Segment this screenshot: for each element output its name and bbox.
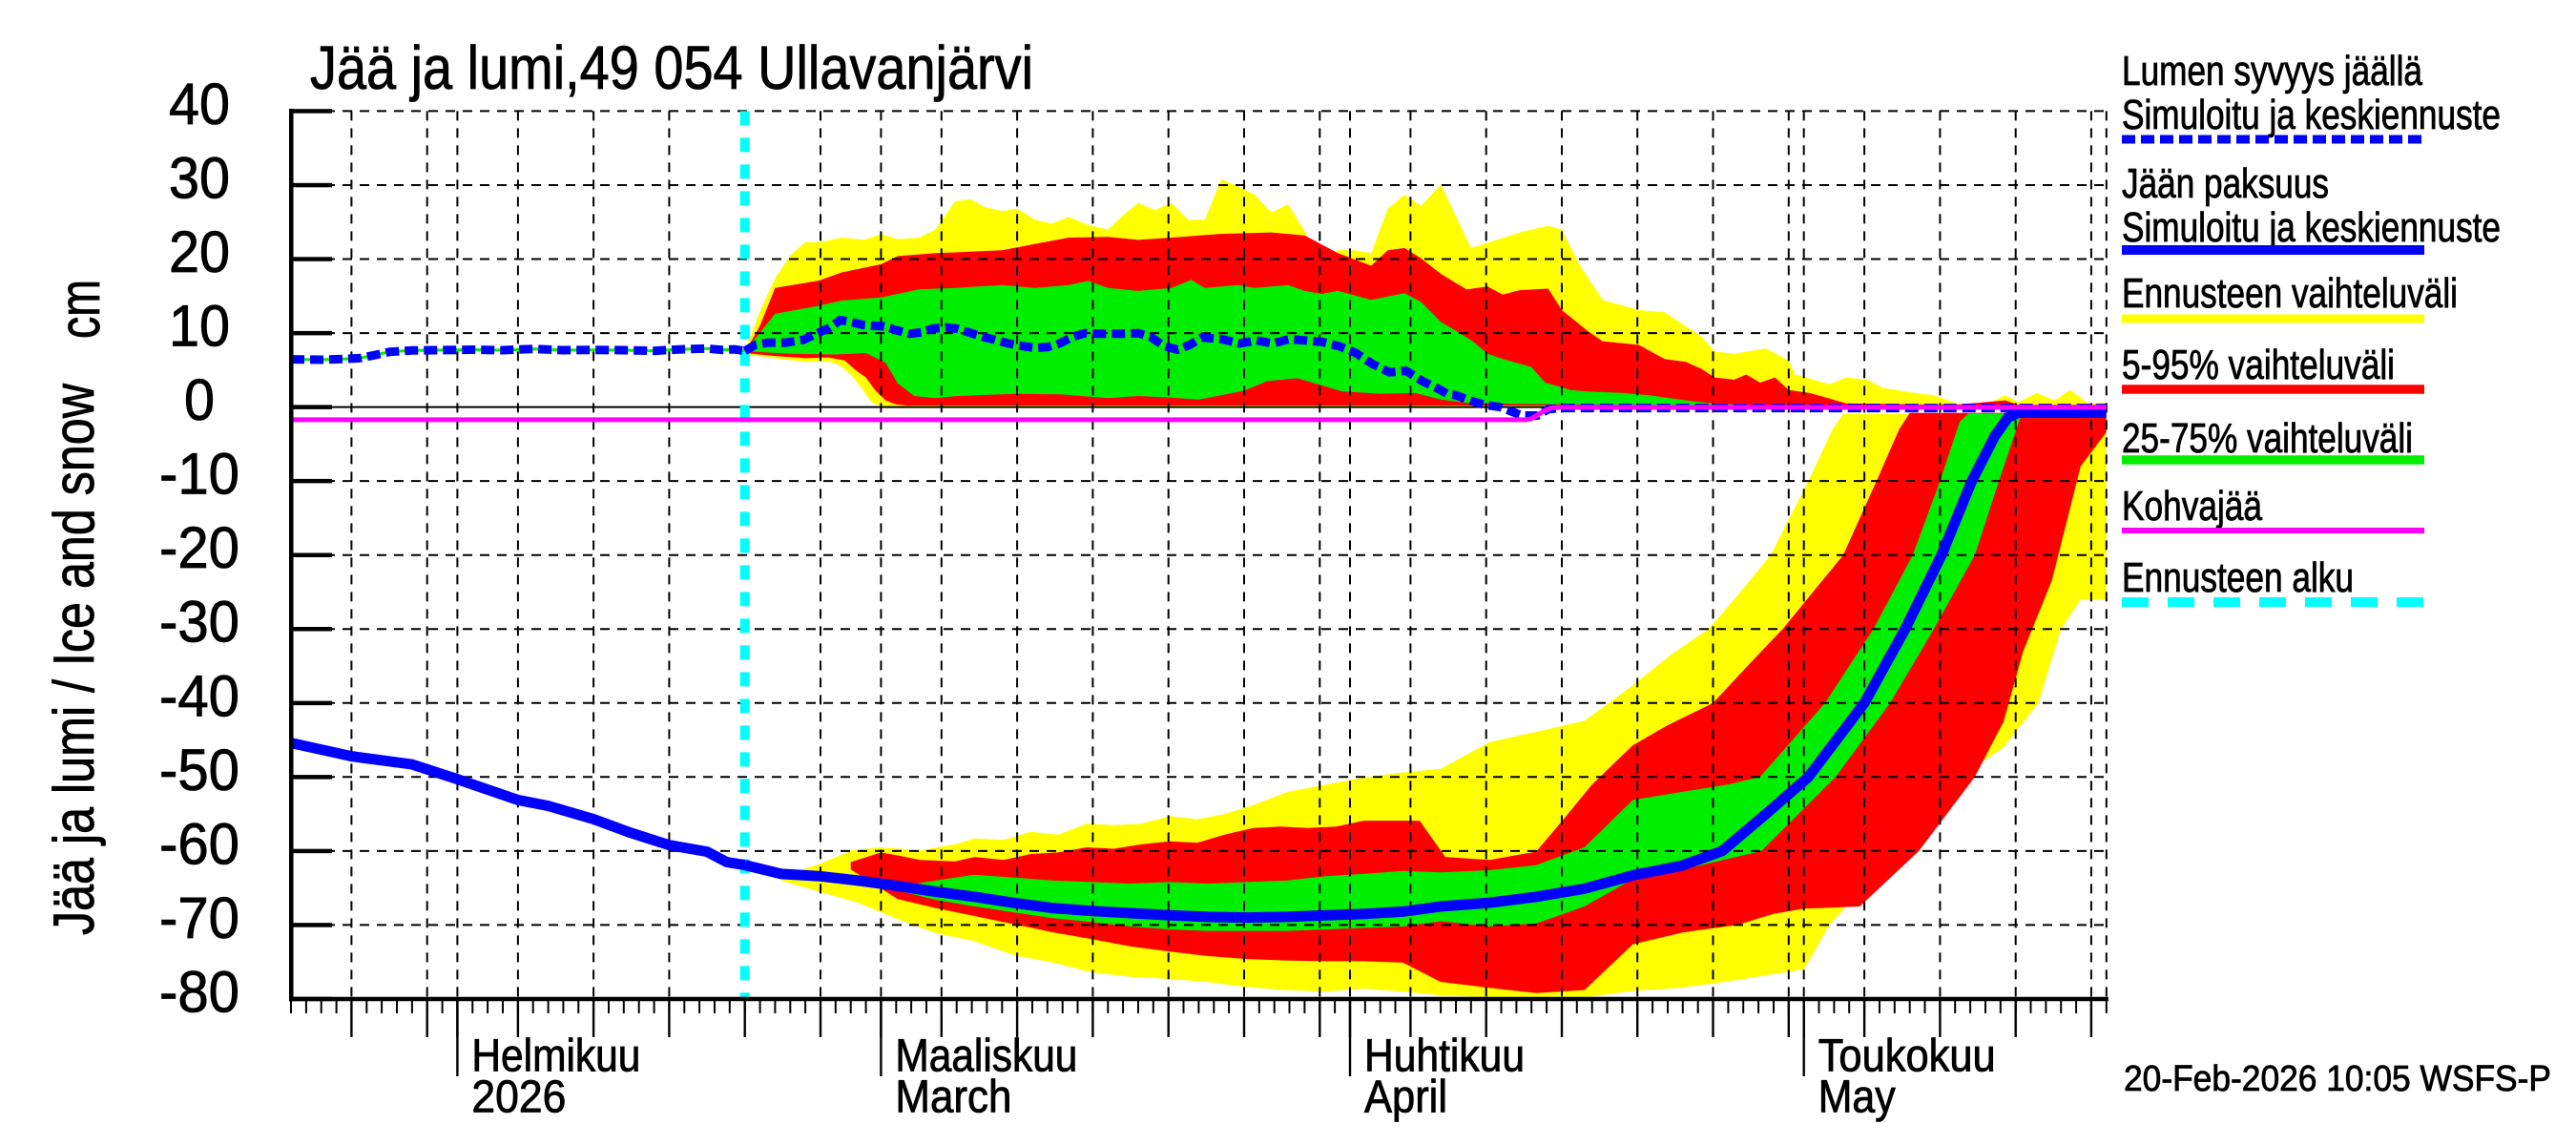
- svg-text:25-75% vaihteluväli: 25-75% vaihteluväli: [2122, 415, 2413, 462]
- svg-text:Huhtikuu: Huhtikuu: [1364, 1031, 1525, 1082]
- svg-text:-80: -80: [159, 959, 239, 1024]
- svg-text:Toukokuu: Toukokuu: [1818, 1031, 1996, 1082]
- svg-text:-60: -60: [159, 811, 239, 876]
- svg-text:cm: cm: [48, 280, 112, 339]
- svg-text:-10: -10: [159, 442, 239, 507]
- svg-text:Maaliskuu: Maaliskuu: [895, 1031, 1077, 1082]
- svg-text:20-Feb-2026 10:05 WSFS-P: 20-Feb-2026 10:05 WSFS-P: [2124, 1059, 2551, 1099]
- svg-text:2026: 2026: [471, 1072, 566, 1123]
- svg-text:-70: -70: [159, 885, 239, 950]
- svg-text:April: April: [1364, 1072, 1447, 1123]
- svg-text:-30: -30: [159, 590, 239, 655]
- svg-text:Simuloitu ja keskiennuste: Simuloitu ja keskiennuste: [2122, 92, 2501, 138]
- svg-text:Kohvajää: Kohvajää: [2122, 483, 2262, 530]
- svg-text:Jää ja lumi / Ice and snow: Jää ja lumi / Ice and snow: [42, 383, 106, 935]
- svg-text:March: March: [895, 1072, 1011, 1123]
- svg-text:Lumen syvyys jäällä: Lumen syvyys jäällä: [2122, 48, 2422, 94]
- svg-text:May: May: [1818, 1072, 1896, 1123]
- svg-text:0: 0: [184, 367, 215, 432]
- svg-text:20: 20: [169, 219, 230, 284]
- svg-text:Simuloitu ja keskiennuste: Simuloitu ja keskiennuste: [2122, 204, 2501, 251]
- svg-text:-20: -20: [159, 515, 239, 580]
- svg-text:40: 40: [169, 72, 230, 136]
- svg-text:30: 30: [169, 146, 230, 211]
- svg-text:10: 10: [169, 294, 230, 359]
- svg-text:-50: -50: [159, 738, 239, 802]
- svg-text:Helmikuu: Helmikuu: [471, 1031, 640, 1082]
- svg-text:5-95% vaihteluväli: 5-95% vaihteluväli: [2122, 342, 2395, 388]
- svg-text:Jään paksuus: Jään paksuus: [2122, 160, 2329, 207]
- svg-text:Jää ja lumi,49 054 Ullavanjärv: Jää ja lumi,49 054 Ullavanjärvi: [310, 33, 1033, 102]
- svg-text:Ennusteen alku: Ennusteen alku: [2122, 554, 2354, 601]
- svg-text:Ennusteen vaihteluväli: Ennusteen vaihteluväli: [2122, 270, 2458, 317]
- svg-text:-40: -40: [159, 663, 239, 728]
